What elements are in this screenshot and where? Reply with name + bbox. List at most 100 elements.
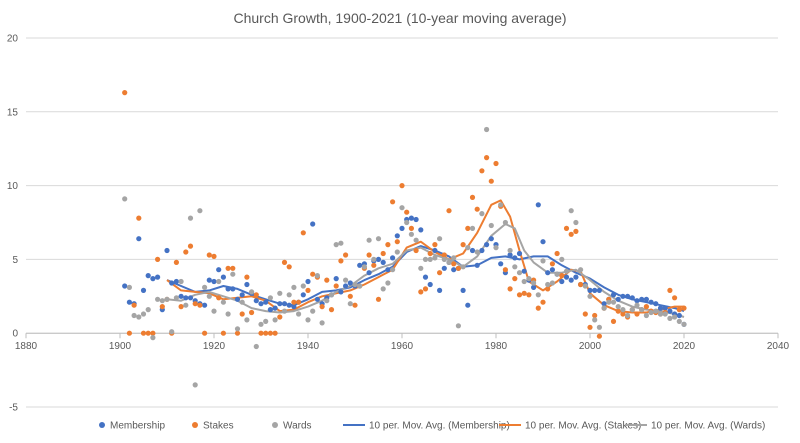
data-point [404, 209, 410, 215]
data-point [202, 330, 208, 336]
data-point [469, 247, 476, 254]
data-point [140, 311, 147, 317]
data-point [469, 194, 476, 200]
data-point [601, 305, 607, 311]
data-point [672, 314, 678, 320]
data-point [333, 242, 339, 248]
y-tick-label: 20 [7, 34, 19, 45]
data-point [263, 299, 269, 305]
data-point [281, 259, 288, 265]
data-point [549, 261, 556, 267]
data-point [582, 311, 588, 317]
data-point [202, 284, 208, 290]
data-point [394, 233, 400, 239]
data-point [183, 302, 189, 308]
y-tick-label: -5 [9, 403, 18, 414]
data-point [192, 301, 198, 307]
data-point [441, 252, 447, 258]
data-point [465, 225, 471, 231]
data-point [206, 293, 212, 299]
data-point [662, 311, 668, 317]
data-point [455, 323, 461, 329]
x-tick-label: 1900 [109, 341, 132, 352]
data-point [648, 309, 654, 316]
data-point [451, 261, 457, 267]
data-point [507, 252, 513, 258]
data-point [281, 301, 288, 307]
data-point [234, 326, 241, 332]
data-point [455, 265, 461, 271]
data-point [338, 258, 344, 264]
data-point [220, 330, 226, 336]
data-point [206, 252, 212, 258]
data-point [155, 296, 161, 302]
data-point [239, 311, 245, 317]
data-point [526, 276, 532, 282]
x-tick-label: 2000 [579, 341, 602, 352]
data-point [263, 330, 269, 336]
data-point [563, 268, 570, 274]
data-point [488, 222, 494, 229]
legend-marker [192, 422, 198, 428]
data-point [225, 311, 231, 317]
x-tick-label: 1880 [15, 341, 38, 352]
data-point [681, 305, 687, 311]
data-point [272, 305, 278, 311]
data-point [512, 276, 518, 282]
data-point [460, 264, 466, 270]
data-point [390, 199, 396, 205]
data-point [126, 330, 132, 336]
data-point [643, 312, 650, 319]
data-point [131, 312, 137, 319]
data-point [441, 256, 447, 262]
data-point [549, 280, 556, 286]
data-point [568, 208, 574, 214]
data-point [187, 243, 194, 249]
data-point [559, 273, 565, 279]
data-point [300, 230, 306, 236]
data-point [413, 216, 419, 223]
data-point [488, 236, 494, 242]
data-point [657, 311, 664, 317]
chart-title: Church Growth, 1900-2021 (10-year moving… [233, 10, 566, 26]
data-point [253, 343, 259, 350]
data-point [192, 382, 198, 388]
data-point [211, 278, 217, 285]
data-point [136, 314, 142, 320]
data-point [413, 247, 419, 254]
data-point [319, 304, 325, 310]
data-point [155, 256, 161, 262]
data-point [122, 196, 128, 202]
data-point [545, 286, 551, 292]
data-point [230, 265, 236, 271]
data-point [498, 261, 504, 267]
data-point [202, 302, 208, 308]
data-point [662, 305, 668, 311]
data-point [343, 277, 349, 283]
data-point [634, 311, 640, 317]
data-point [620, 307, 626, 313]
data-point [375, 296, 382, 302]
data-point [441, 265, 447, 271]
y-tick-label: 0 [12, 329, 18, 340]
data-point [587, 293, 593, 299]
data-point [540, 258, 546, 264]
data-point [267, 330, 273, 336]
data-point [286, 264, 292, 270]
data-point [357, 262, 363, 268]
data-point [220, 299, 226, 305]
data-point [474, 262, 480, 268]
data-point [366, 252, 372, 258]
data-point [136, 236, 142, 242]
data-point [258, 330, 264, 336]
data-point [629, 295, 635, 301]
data-point [437, 270, 443, 276]
data-point [573, 228, 579, 234]
data-point [136, 215, 142, 221]
data-point [183, 295, 189, 301]
data-point [432, 242, 438, 248]
data-point [230, 271, 236, 277]
x-tick-label: 2020 [673, 341, 696, 352]
legend-label: Membership [110, 421, 165, 432]
